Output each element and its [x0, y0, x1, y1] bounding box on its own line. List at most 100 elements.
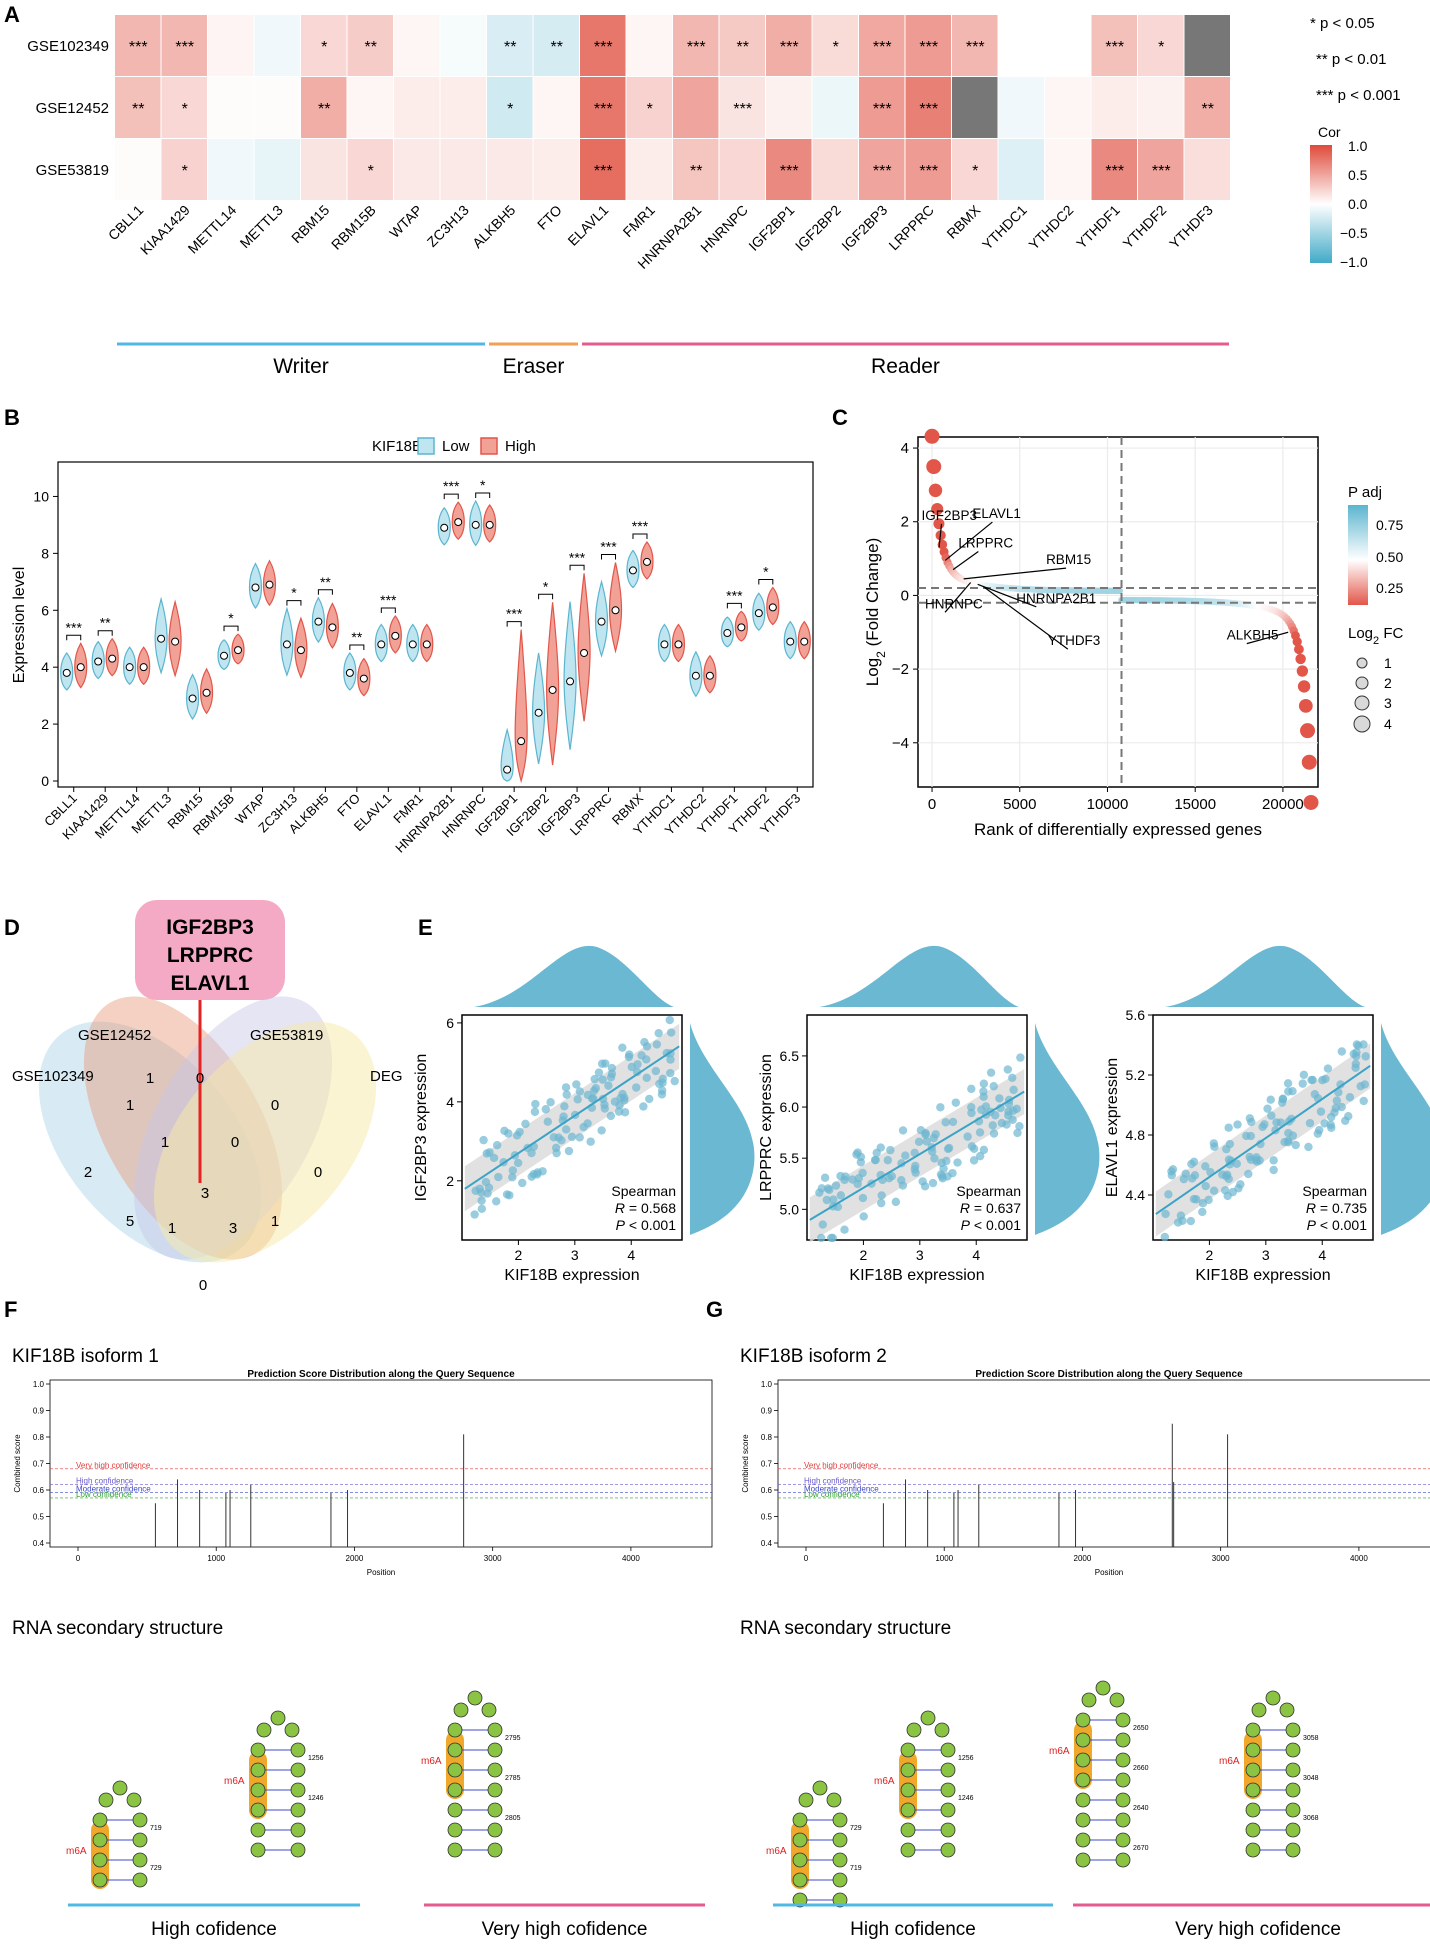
- rna-nt-left-2-2-4: [1075, 1792, 1091, 1808]
- rna-nt-left-2-1-3: [900, 1802, 916, 1818]
- scatter-ytick-label-2-1: 5.5: [780, 1150, 800, 1166]
- rna-nt-left-1-1-3: [250, 1802, 266, 1818]
- rna-nt-left-2-2-7: [1075, 1852, 1091, 1868]
- rna-nt-left-2-3-6: [1245, 1842, 1261, 1858]
- scatter-point-1-116: [470, 1210, 479, 1219]
- rank-ytick-label--4: −4: [892, 735, 909, 752]
- colorbar-tick-3: 0.0: [1348, 196, 1368, 212]
- scatter-point-1-115: [666, 1055, 675, 1064]
- heatmap-cell-gse53819-fmr1: [626, 139, 672, 200]
- venn-counts: 1 0 1 0 2 1 0 0 3 5 1 1 3 0: [84, 1070, 322, 1294]
- scatter-point-1-21: [591, 1084, 601, 1093]
- scatter-point-3-81: [1228, 1187, 1237, 1197]
- violin-bracket-cbll1: [66, 634, 82, 641]
- rna-index-1-1-0: 1256: [308, 1755, 324, 1762]
- rna-nt-right-1-0-3: [132, 1872, 148, 1888]
- scatter-point-1-42: [670, 1076, 679, 1086]
- heatmap-cell-gse102349-mettl14: [208, 15, 254, 76]
- rna-nt-right-1-1-4: [290, 1822, 306, 1838]
- rna-nt-right-1-2-0: [487, 1722, 503, 1738]
- rna-m6a-label-2-4: m6A: [1219, 1756, 1240, 1767]
- scatter-r-number-3: = 0.735: [1316, 1200, 1367, 1216]
- scatter-point-1-72: [504, 1129, 513, 1138]
- rna-structure-title-2: RNA secondary structure: [740, 1618, 951, 1639]
- violin-bracket-rbmx: [632, 533, 648, 539]
- scatter-point-3-88: [1326, 1112, 1336, 1122]
- rna-loop-2-1-1: [920, 1710, 936, 1726]
- violin-star-lrpprc: ***: [600, 538, 617, 554]
- violin-ytick-label-10: 10: [33, 488, 49, 504]
- rna-m6a-label-2-3: m6A: [1049, 1746, 1070, 1757]
- scatter-point-3-109: [1315, 1125, 1324, 1135]
- scatter-point-2-81: [886, 1145, 895, 1155]
- scatter-point-3-24: [1260, 1120, 1269, 1129]
- heatmap-cell-gse12452-rbmx: [952, 77, 998, 138]
- heatmap-cell-gse12452-hnrnpa2b1: [673, 77, 719, 138]
- heatmap-cell-gse102349-fmr1: [626, 15, 672, 76]
- sramp-xtick-label-2-0: 0: [804, 1554, 809, 1563]
- scatter-point-2-117: [916, 1126, 926, 1135]
- rna-nt-right-1-0-2: [132, 1852, 148, 1868]
- rna-nt-left-1-1-4: [250, 1822, 266, 1838]
- rank-label-ythdf3: YTHDF3: [1048, 633, 1101, 648]
- scatter-point-1-22: [530, 1107, 540, 1116]
- venn-set-name-2: GSE12452: [78, 1027, 151, 1044]
- heatmap-col-rbm15b: RBM15B: [328, 202, 379, 253]
- heatmap-cell-gse53819-mettl3: [254, 139, 300, 200]
- sramp-ytick-label-1-1.0: 1.0: [33, 1380, 45, 1389]
- scatter-point-3-86: [1345, 1093, 1355, 1102]
- padj-tick-3: 0.25: [1376, 580, 1403, 596]
- rna-hairpin-2-2: m6A 1256 1246: [874, 1710, 974, 1858]
- rank-label-hnrnpc: HNRNPC: [925, 596, 983, 611]
- scatter-point-1-23: [625, 1050, 634, 1059]
- scatter-point-3-10: [1299, 1070, 1309, 1080]
- rank-ytick-label-2: 2: [901, 514, 909, 531]
- scatter-fit-line-3: [1155, 1065, 1371, 1215]
- violin-median-high-lrpprc: [611, 606, 620, 615]
- heatmap-cell-gse102349-alkbh5: [487, 15, 533, 76]
- venn-callout-box: [135, 900, 285, 1000]
- scatter-point-3-98: [1245, 1114, 1255, 1123]
- scatter-point-1-96: [479, 1135, 488, 1145]
- rna-nt-left-1-2-2: [447, 1762, 463, 1778]
- scatter-point-1-91: [620, 1108, 630, 1117]
- scatter-point-1-106: [494, 1172, 503, 1182]
- rna-index-2-0-0: 729: [850, 1825, 862, 1832]
- heatmap-star-gse12452-igf2bp3: ***: [873, 101, 892, 118]
- panel-label-d: D: [4, 915, 20, 940]
- sramp-xtick-label-1-2000: 2000: [346, 1554, 364, 1563]
- heatmap-cell-gse53819-ythdf3: [1184, 139, 1230, 200]
- rna-hairpin-2-3: m6A 2650 2660 2640 2670: [1049, 1680, 1149, 1868]
- scatter-r-value-1: R = 0.568: [615, 1200, 676, 1216]
- heatmap-star-gse102349-igf2bp2: *: [833, 39, 839, 56]
- rank-label-rbm15: RBM15: [1046, 552, 1091, 567]
- scatter-point-2-86: [910, 1165, 919, 1174]
- scatter-point-2-10: [877, 1198, 886, 1208]
- scatter-point-3-108: [1361, 1052, 1370, 1061]
- heatmap-cell-gse12452-ythdf3: [1184, 77, 1230, 138]
- sramp-ytick-label-2-0.5: 0.5: [761, 1513, 773, 1522]
- scatter-point-2-107: [914, 1137, 924, 1146]
- sramp-ytick-label-2-0.8: 0.8: [761, 1433, 773, 1442]
- heatmap-star-gse53819-kiaa1429: *: [182, 163, 188, 180]
- rna-loop-2-2-1: [1095, 1680, 1111, 1696]
- scatter-xtick-label-1-2: 2: [515, 1247, 523, 1263]
- correlation-scatter-plots: 2 3 4 2 4 6 KIF18B expression IGF2BP3 expressio…: [413, 945, 1430, 1284]
- scatter-point-2-22: [817, 1233, 826, 1243]
- scatter-point-1-40: [564, 1146, 574, 1156]
- scatter-right-density-2: [1035, 1023, 1100, 1235]
- scatter-point-2-71: [967, 1084, 976, 1094]
- scatter-point-3-107: [1252, 1153, 1261, 1162]
- heatmap-cell-gse12452-ythdf2: [1138, 77, 1184, 138]
- scatter-point-1-5: [594, 1068, 604, 1077]
- rna-nt-right-2-3-5: [1285, 1822, 1301, 1838]
- violin-star-hnrnpc: *: [480, 477, 486, 493]
- scatter-point-3-100: [1176, 1211, 1186, 1220]
- scatter-point-2-80: [979, 1092, 988, 1101]
- rank-ytick-label-4: 4: [901, 440, 909, 457]
- rna-hairpin-1-2: m6A 1256 1246: [224, 1710, 324, 1858]
- fc-legend-title-main: Log: [1348, 625, 1373, 642]
- scatter-point-1-104: [532, 1170, 542, 1179]
- rna-loop-1-2-0: [453, 1702, 469, 1718]
